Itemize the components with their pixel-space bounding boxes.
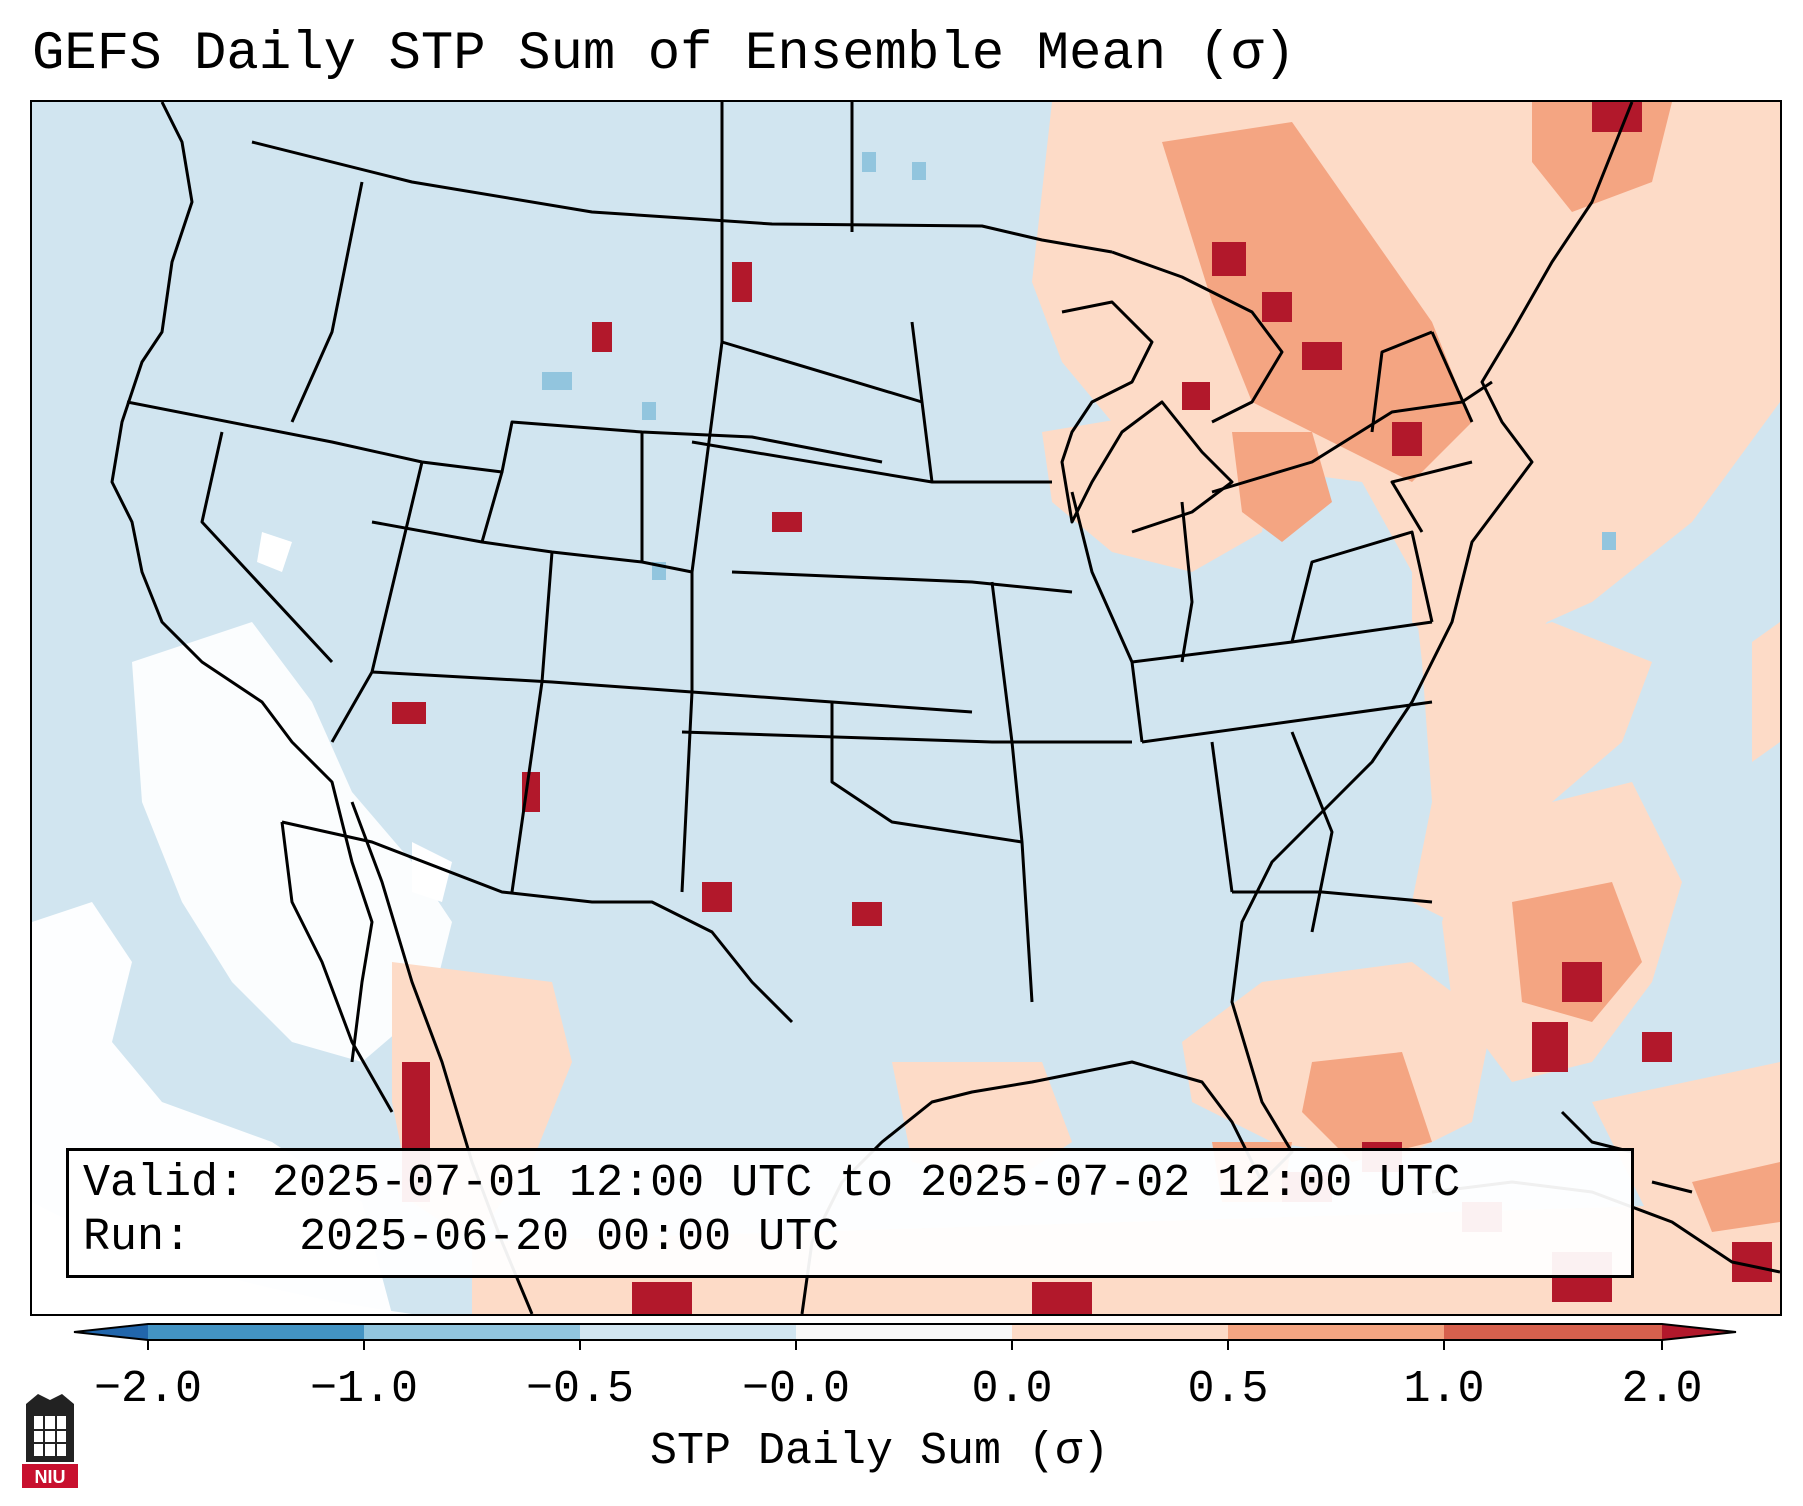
colorbar-tick-label: −1.0	[309, 1364, 419, 1415]
colorbar-tick-label: −2.0	[93, 1364, 203, 1415]
colorbar-bin-6	[1228, 1324, 1444, 1340]
colorbar-tick-label: −0.0	[741, 1364, 851, 1415]
map-panel	[30, 100, 1782, 1316]
valid-range: 2025-07-01 12:00 UTC to 2025-07-02 12:00…	[272, 1158, 1461, 1209]
colorbar-label: STP Daily Sum (σ)	[650, 1426, 1110, 1477]
colorbar-tick-label: 2.0	[1621, 1364, 1703, 1415]
valid-run-info-box: Valid: 2025-07-01 12:00 UTC to 2025-07-0…	[66, 1148, 1634, 1278]
colorbar-bin-2	[364, 1324, 580, 1340]
colorbar-bin-3	[580, 1324, 796, 1340]
colorbar-bin-4	[796, 1324, 1012, 1340]
colorbar-extend-high	[1662, 1324, 1736, 1340]
colorbar-extend-low	[74, 1324, 148, 1340]
niu-logo: NIU	[22, 1394, 78, 1488]
colorbar-bin-1	[148, 1324, 364, 1340]
logo-text: NIU	[35, 1467, 66, 1487]
colorbar-tick-label: 0.0	[971, 1364, 1053, 1415]
colorbar-bin-7	[1444, 1324, 1662, 1340]
colorbar-bin-5	[1012, 1324, 1228, 1340]
logo-banner	[22, 1464, 78, 1488]
map-outlines	[110, 102, 1780, 1314]
run-time: 2025-06-20 00:00 UTC	[299, 1212, 840, 1263]
logo-window	[34, 1416, 66, 1456]
colorbar	[73, 1323, 1737, 1350]
map-canvas	[32, 102, 1780, 1314]
map-title: GEFS Daily STP Sum of Ensemble Mean (σ)	[32, 24, 1296, 85]
colorbar-ticks	[147, 1340, 1663, 1350]
colorbar-tick-label: 1.0	[1403, 1364, 1485, 1415]
moderate-positive-regions	[1162, 102, 1780, 1232]
logo-window-grid	[34, 1416, 66, 1456]
colorbar-tick-label: −0.5	[525, 1364, 635, 1415]
colorbar-tick-label: 0.5	[1187, 1364, 1269, 1415]
run-label: Run:	[83, 1212, 192, 1263]
valid-label: Valid:	[83, 1158, 246, 1209]
